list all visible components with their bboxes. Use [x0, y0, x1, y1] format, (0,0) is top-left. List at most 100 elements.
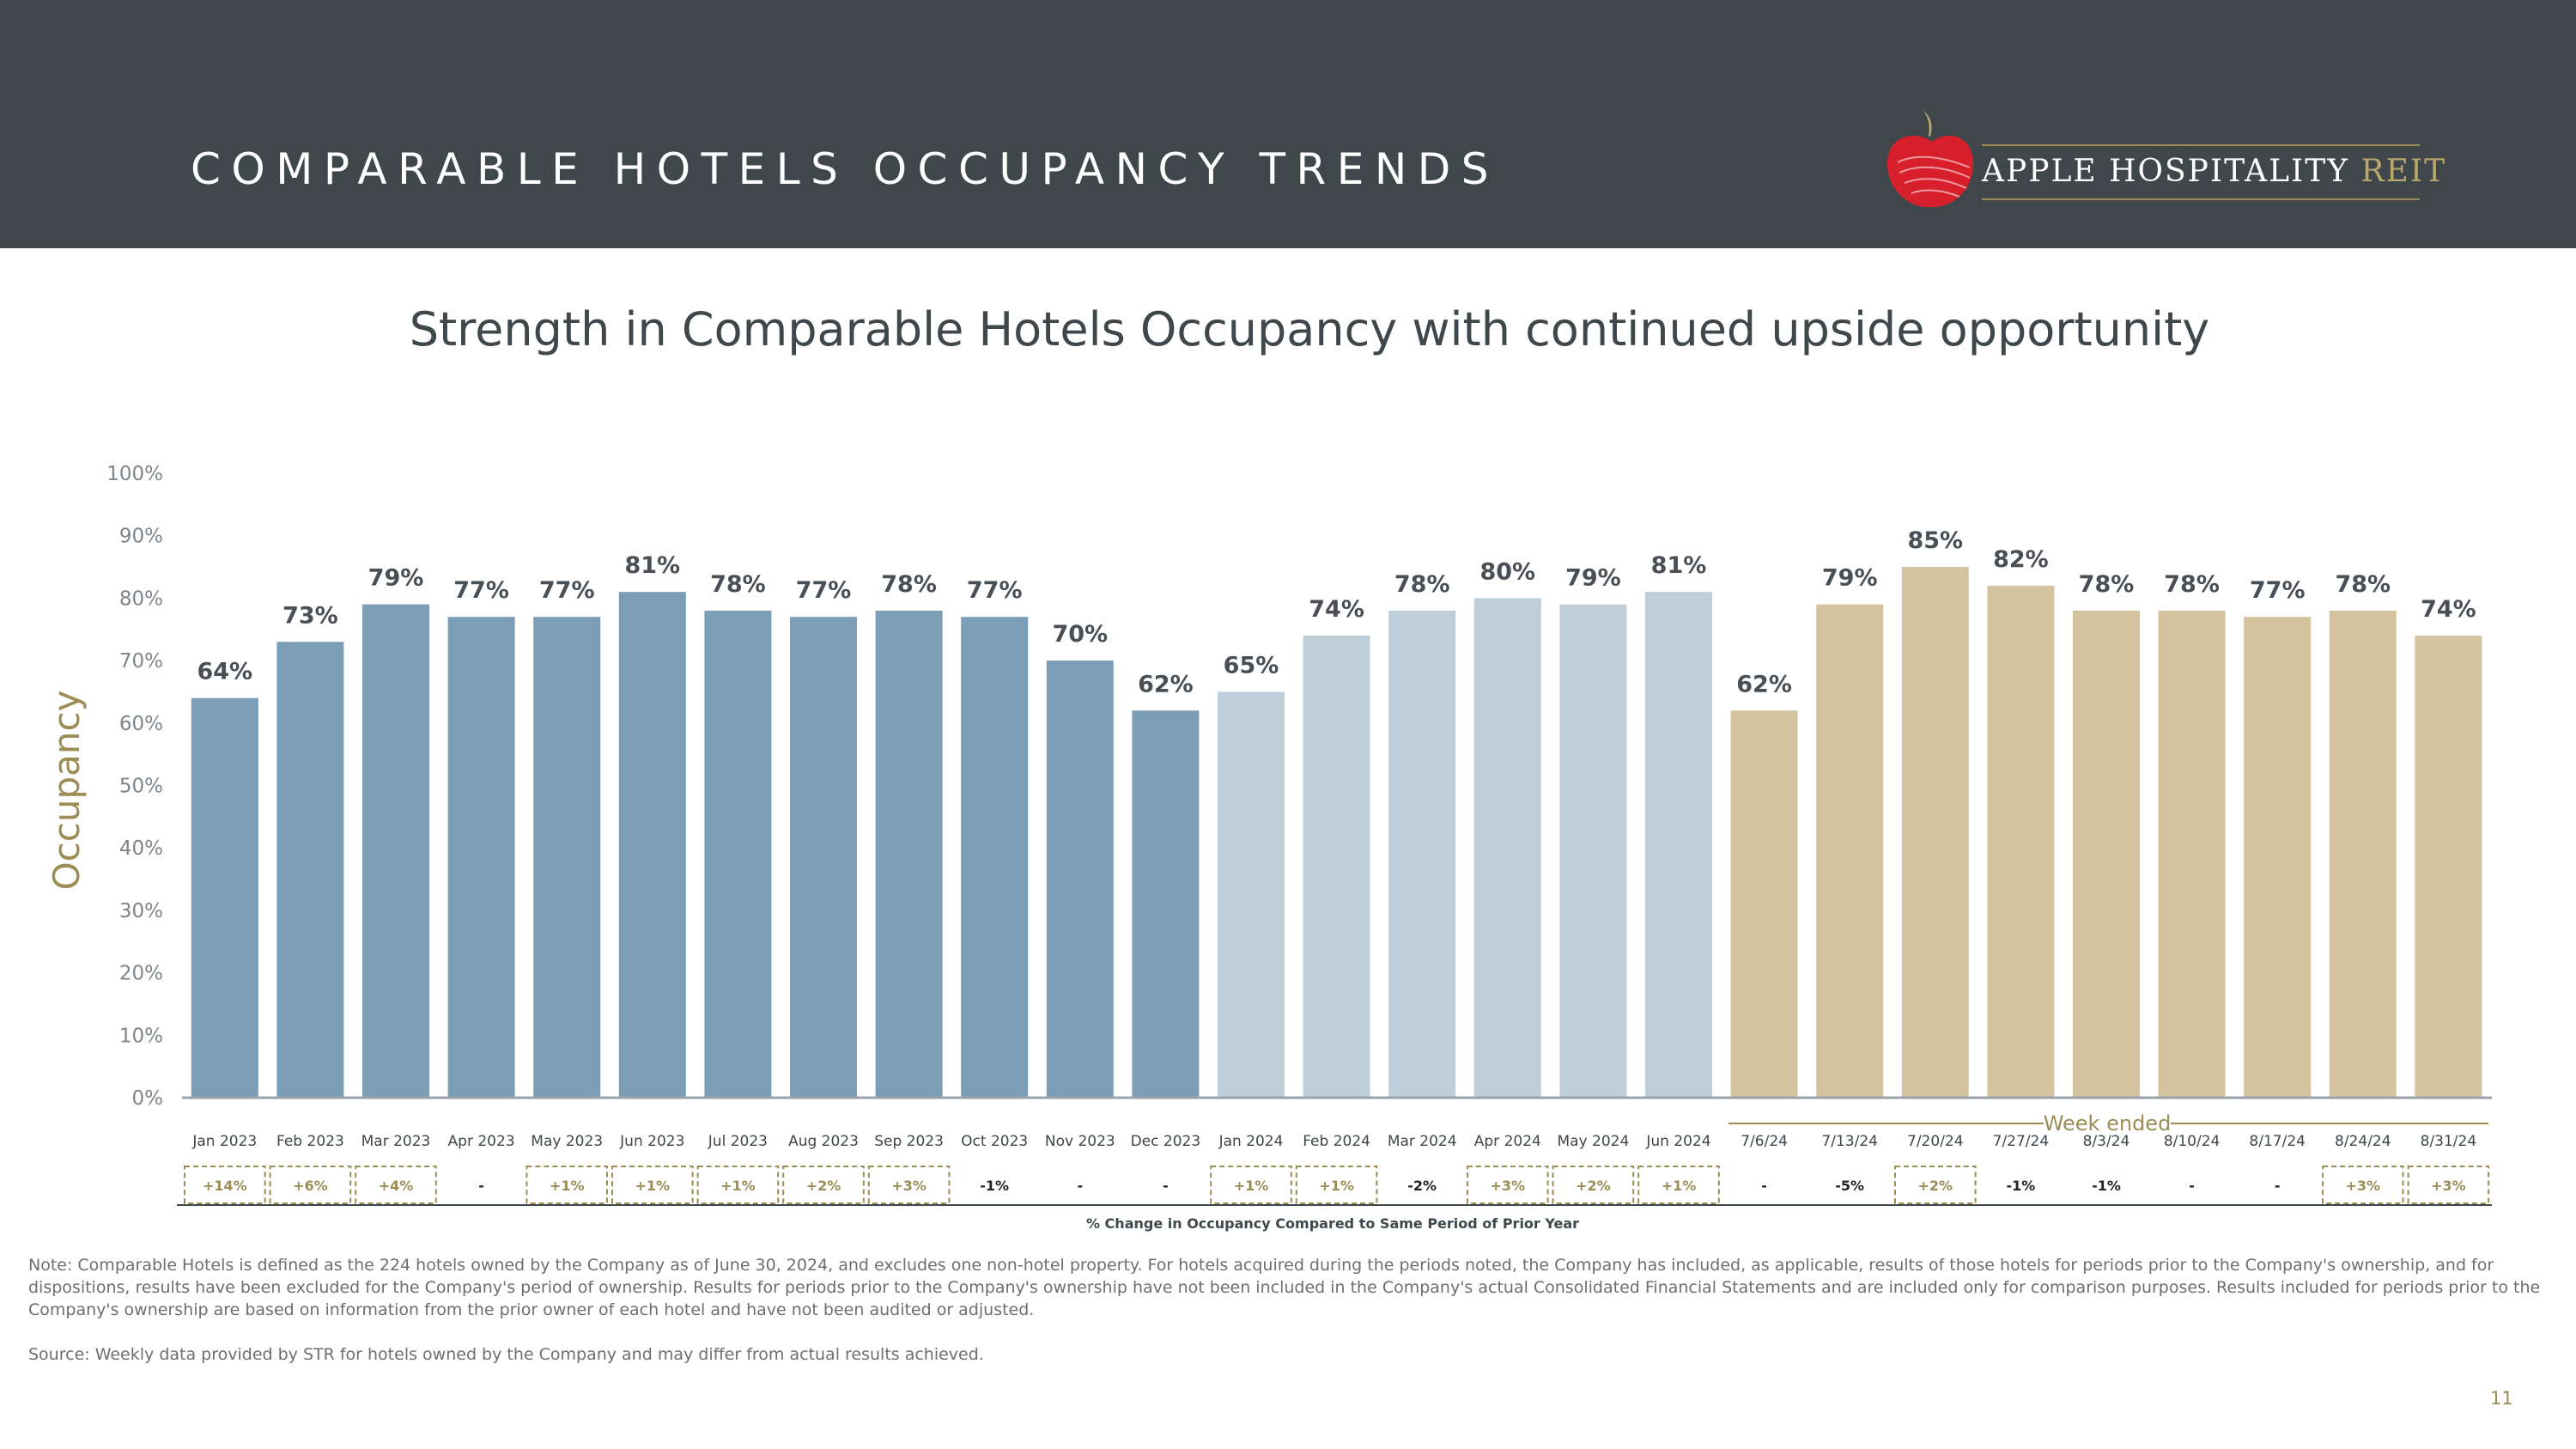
- pct-change-label: -1%: [2006, 1178, 2035, 1194]
- header-bar: COMPARABLE HOTELS OCCUPANCY TRENDS APPLE…: [0, 0, 2576, 248]
- pct-change-label: -: [1077, 1178, 1083, 1194]
- bars-group: [191, 567, 2482, 1098]
- y-tick-label: 10%: [119, 1025, 163, 1047]
- pct-change-label: +1%: [550, 1178, 585, 1194]
- bar-value-label: 73%: [283, 602, 338, 629]
- pct-change-label: -1%: [2092, 1178, 2121, 1194]
- pct-change-label: -: [1163, 1178, 1169, 1194]
- x-tick-label: May 2023: [531, 1133, 603, 1150]
- pct-change-label: +3%: [891, 1178, 927, 1194]
- chart-subtitle: Strength in Comparable Hotels Occupancy …: [409, 302, 2210, 356]
- bar-value-label: 78%: [2079, 571, 2135, 598]
- bar: [961, 617, 1029, 1098]
- bar: [191, 697, 258, 1098]
- bar-value-label: 82%: [1993, 546, 2049, 573]
- bar-value-label: 80%: [1479, 558, 1535, 585]
- pct-change-label: +2%: [806, 1178, 841, 1194]
- bar-value-label: 78%: [710, 571, 766, 598]
- pct-change-label: +3%: [2346, 1178, 2381, 1194]
- x-tick-label: 7/13/24: [1821, 1133, 1878, 1150]
- pct-change-box: [1210, 1166, 1292, 1204]
- bar-value-label: 85%: [1907, 527, 1963, 554]
- y-tick-label: 0%: [132, 1087, 164, 1110]
- x-tick-label: Oct 2023: [961, 1133, 1028, 1150]
- x-tick-label: Sep 2023: [874, 1133, 944, 1150]
- y-tick-label: 20%: [119, 963, 163, 985]
- bar: [1559, 604, 1627, 1098]
- bar-value-label: 62%: [1736, 671, 1792, 697]
- bar-value-label: 78%: [2335, 571, 2391, 598]
- pct-change-row: +14% +6% +4% - +1% +1% +1% +2% +3% -1% - - +1% +1% -2%…: [184, 1166, 2490, 1204]
- occupancy-chart: Occupancy 0% 10% 20% 30% 40% 50% 60% 70% 80% 90% 1…: [46, 463, 2492, 1232]
- pct-change-label: -: [478, 1178, 484, 1194]
- x-tick-label: Jun 2024: [1645, 1133, 1710, 1150]
- bar-value-label: 81%: [624, 552, 680, 579]
- bar: [1473, 598, 1541, 1098]
- bar-value-label: 74%: [1309, 596, 1364, 623]
- logo-wordmark: APPLE HOSPITALITY REIT: [1982, 154, 2446, 189]
- bar: [2158, 610, 2226, 1098]
- x-tick-label: Jul 2023: [708, 1133, 768, 1150]
- x-tick-label: Apr 2024: [1474, 1133, 1541, 1150]
- pct-change-box: [2322, 1166, 2404, 1204]
- logo-rule-bottom: [1982, 198, 2420, 200]
- pct-change-label: +3%: [1491, 1178, 1526, 1194]
- x-tick-label: 8/17/24: [2249, 1133, 2306, 1150]
- company-logo: APPLE HOSPITALITY REIT: [1880, 107, 2445, 212]
- pct-change-label: +1%: [1662, 1178, 1697, 1194]
- y-tick-label: 30%: [119, 900, 163, 922]
- x-tick-label: 8/31/24: [2421, 1133, 2477, 1150]
- bar: [875, 610, 943, 1098]
- bar-value-label: 70%: [1052, 621, 1108, 648]
- pct-change-box: [611, 1166, 694, 1204]
- pct-change-label: +6%: [293, 1178, 328, 1194]
- y-tick-label: 80%: [119, 588, 163, 610]
- bar: [1901, 567, 1969, 1098]
- bar-value-label: 79%: [1565, 565, 1621, 592]
- bar: [790, 617, 857, 1098]
- bar: [2415, 636, 2482, 1098]
- pct-change-box: [355, 1166, 437, 1204]
- x-tick-label: Jan 2023: [191, 1133, 257, 1150]
- pct-change-box: [1467, 1166, 1549, 1204]
- bar: [1816, 604, 1884, 1098]
- logo-reit-text: REIT: [2360, 154, 2447, 189]
- bar: [2329, 610, 2397, 1098]
- bar-value-label: 64%: [197, 659, 252, 685]
- pct-change-label: +2%: [1576, 1178, 1611, 1194]
- x-tick-label: Mar 2024: [1388, 1133, 1457, 1150]
- pct-change-box: [1552, 1166, 1635, 1204]
- x-tick-label: 7/20/24: [1907, 1133, 1964, 1150]
- bar: [1987, 585, 2055, 1098]
- pct-change-box: [269, 1166, 352, 1204]
- bar: [362, 604, 429, 1098]
- pct-change-box: [2407, 1166, 2490, 1204]
- bar: [2244, 617, 2312, 1098]
- y-tick-label: 50%: [119, 776, 163, 798]
- value-labels-group: 64% 73% 79% 77% 77% 81% 78% 77% 78% 77% 70% 62% 65% 7…: [197, 527, 2476, 697]
- bar: [2073, 610, 2140, 1098]
- bar-value-label: 78%: [2164, 571, 2220, 598]
- week-ended-bracket: Week ended: [1728, 1111, 2488, 1135]
- pct-change-box: [1295, 1166, 1378, 1204]
- x-tick-label: May 2024: [1557, 1133, 1629, 1150]
- x-tick-label: 7/27/24: [1993, 1133, 2050, 1150]
- bar-value-label: 79%: [1822, 565, 1878, 592]
- pct-change-label: +1%: [720, 1178, 756, 1194]
- pct-change-box: [867, 1166, 951, 1204]
- pct-change-label: -: [2275, 1178, 2281, 1194]
- bar: [276, 642, 344, 1098]
- bar: [1303, 636, 1370, 1098]
- pct-change-box: [696, 1166, 780, 1204]
- y-tick-label: 70%: [119, 650, 163, 673]
- pct-change-label: +1%: [1319, 1178, 1354, 1194]
- y-axis-title: Occupancy: [46, 691, 88, 891]
- x-tick-label: Nov 2023: [1045, 1133, 1115, 1150]
- x-tick-label: Feb 2023: [276, 1133, 344, 1150]
- pct-change-label: -1%: [980, 1178, 1009, 1194]
- bar-value-label: 62%: [1138, 671, 1194, 697]
- logo-rule-top: [1982, 144, 2420, 146]
- bar: [447, 617, 515, 1098]
- pct-change-label: +3%: [2431, 1178, 2466, 1194]
- pct-change-label: +1%: [1234, 1178, 1269, 1194]
